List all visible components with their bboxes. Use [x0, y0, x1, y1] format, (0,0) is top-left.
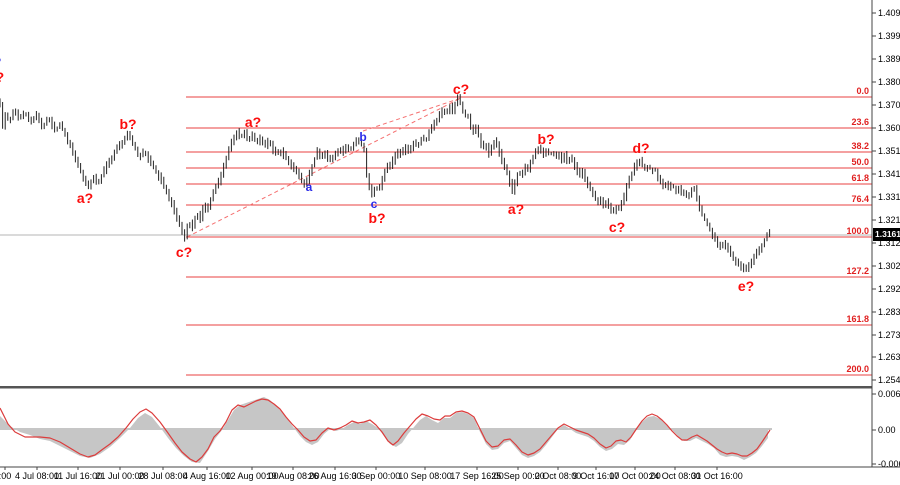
fib-level-label: 161.8: [846, 314, 869, 324]
wave-label-red: c?: [452, 81, 470, 97]
price-axis-label: 1.2925: [878, 284, 900, 294]
price-axis-label: 1.3510: [878, 146, 900, 156]
current-price-badge: 1.3161: [873, 228, 900, 241]
time-axis-label: 3 Sep 00:00: [351, 471, 401, 481]
fib-level-label: 61.8: [851, 173, 869, 183]
price-axis-label: 1.3025: [878, 261, 900, 271]
dashed-trendline: [186, 97, 462, 238]
price-bars-series: [0, 94, 771, 273]
wave-label-blue: b: [359, 130, 367, 144]
time-axis-label: 17 Sep 16:00: [450, 471, 504, 481]
fib-level-label: 0.0: [856, 86, 869, 96]
price-axis-label: 1.2735: [878, 330, 900, 340]
oscillator-signal-line: [0, 398, 771, 463]
time-axis-label: 21 Jul 00:00: [95, 471, 145, 481]
price-axis-label: 1.3605: [878, 123, 900, 133]
time-axis-label: :00: [0, 471, 12, 481]
time-axis-label: 19 Aug 08:00: [266, 471, 320, 481]
wave-label-red: d?: [632, 140, 650, 156]
time-axis-label: 31 Oct 16:00: [691, 471, 743, 481]
fib-level-label: 38.2: [851, 141, 869, 151]
wave-label-red: b?: [368, 210, 386, 226]
price-axis-label: 1.3120: [878, 238, 900, 248]
fib-level-label: 76.4: [851, 194, 869, 204]
wave-label-blue: c: [370, 197, 378, 211]
wave-label-red: e?: [737, 278, 755, 294]
oscillator-axis-label: 0.00: [878, 425, 896, 435]
dashed-trendline: [362, 97, 462, 132]
wave-label-red: e?: [0, 69, 4, 85]
price-axis-label: 1.3800: [878, 77, 900, 87]
time-axis-label: 24 Oct 08:00: [649, 471, 701, 481]
wave-label-red: c?: [175, 244, 193, 260]
oscillator-axis-label: -0.00668: [878, 459, 900, 469]
fib-level-label: 100.0: [846, 226, 869, 236]
price-axis-label: 1.2635: [878, 352, 900, 362]
wave-label-red: b?: [119, 116, 137, 132]
wave-label-red: c?: [608, 219, 626, 235]
time-axis-label: 10 Sep 08:00: [398, 471, 452, 481]
time-axis-label: 17 Oct 00:00: [609, 471, 661, 481]
wave-label-red: a?: [76, 190, 94, 206]
price-axis-label: 1.3895: [878, 54, 900, 64]
time-axis-label: 28 Jul 08:00: [138, 471, 188, 481]
time-axis-label: 9 Oct 16:00: [572, 471, 620, 481]
price-axis-label: 1.3215: [878, 215, 900, 225]
fib-level-label: 127.2: [846, 266, 869, 276]
fib-level-label: 200.0: [846, 364, 869, 374]
fib-level-label: 50.0: [851, 157, 869, 167]
wave-label-red: a?: [507, 201, 525, 217]
price-axis-label: 1.3700: [878, 100, 900, 110]
panel-separator: [0, 386, 872, 389]
price-axis-label: 1.3315: [878, 192, 900, 202]
time-axis-label: 11 Jul 16:00: [53, 471, 103, 481]
wave-label-blue: b?: [0, 55, 1, 69]
time-axis-label: 2 Oct 08:00: [534, 471, 582, 481]
fib-level-label: 23.6: [851, 117, 869, 127]
wave-label-red: b?: [537, 131, 555, 147]
time-axis-label: 25 Sep 00:00: [491, 471, 545, 481]
time-axis-label: 26 Aug 16:00: [308, 471, 362, 481]
price-axis-label: 1.3410: [878, 169, 900, 179]
price-axis-label: 1.2830: [878, 307, 900, 317]
time-axis-label: 12 Aug 00:00: [225, 471, 279, 481]
time-axis-label: 4 Aug 16:00: [182, 471, 232, 481]
time-axis-label: 4 Jul 08:00: [14, 471, 60, 481]
oscillator-axis-label: 0.00678: [878, 389, 900, 399]
wave-label-blue: a: [305, 180, 313, 194]
wave-label-red: a?: [244, 114, 262, 130]
price-axis-label: 1.3990: [878, 31, 900, 41]
price-axis-label: 1.4090: [878, 8, 900, 18]
